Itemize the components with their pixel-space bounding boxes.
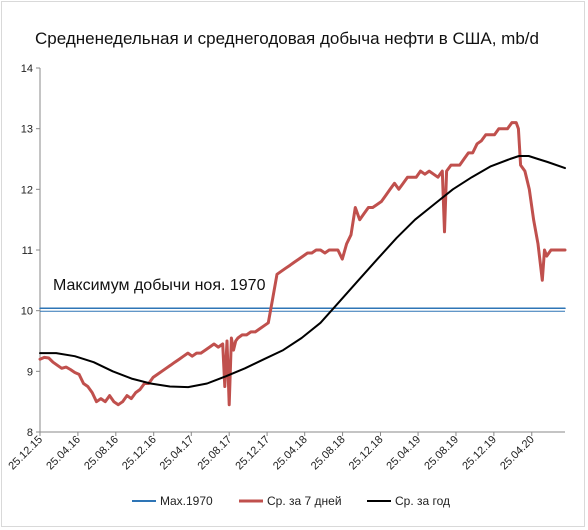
y-tick-label: 12	[21, 184, 33, 196]
legend-item-weekly: Ср. за 7 дней	[239, 494, 342, 508]
x-tick-label: 25.12.16	[120, 434, 159, 473]
series-line-annual	[39, 155, 566, 389]
x-tick-label: 25.04.20	[498, 434, 537, 473]
legend-item-max1970: Max.1970	[132, 494, 213, 508]
x-tick-label: 25.08.16	[82, 434, 121, 473]
legend-item-annual: Ср. за год	[367, 494, 450, 508]
y-tick-label: 13	[21, 124, 33, 136]
x-tick-label: 25.12.17	[233, 434, 272, 473]
y-tick-label: 14	[21, 63, 33, 75]
legend-label-max1970: Max.1970	[160, 494, 213, 508]
x-tick-label: 25.12.15	[6, 434, 45, 473]
max-1970-annotation: Максимум добычи ноя. 1970	[53, 277, 266, 294]
x-tick-label: 25.08.17	[196, 434, 235, 473]
y-tick-label: 9	[27, 366, 33, 378]
x-tick-label: 25.08.19	[422, 434, 461, 473]
chart-title: Средненедельная и среднегодовая добыча н…	[35, 29, 539, 48]
y-tick-label: 11	[22, 245, 33, 257]
legend-label-annual: Ср. за год	[395, 494, 450, 508]
x-tick-label: 25.04.19	[384, 434, 423, 473]
x-tick-label: 25.12.19	[460, 434, 499, 473]
x-tick-label: 25.08.18	[309, 434, 348, 473]
legend-label-weekly: Ср. за 7 дней	[267, 494, 342, 508]
y-axis: 8 9 10 11 12 13 14	[21, 63, 41, 439]
x-axis: 25.12.15 25.04.16 25.08.16 25.12.1625.04.17…	[6, 431, 565, 473]
x-tick-label: 25.04.16	[44, 434, 83, 473]
series-line-weekly	[38, 121, 567, 407]
x-tick-label: 25.04.17	[158, 434, 197, 473]
y-tick-label: 10	[21, 306, 33, 318]
x-tick-label: 25.12.18	[347, 434, 386, 473]
plot-lines	[38, 121, 567, 407]
legend: Max.1970 Ср. за 7 дней Ср. за год	[132, 494, 450, 508]
y-tick-label: 8	[27, 427, 33, 439]
x-tick-label: 25.04.18	[271, 434, 310, 473]
